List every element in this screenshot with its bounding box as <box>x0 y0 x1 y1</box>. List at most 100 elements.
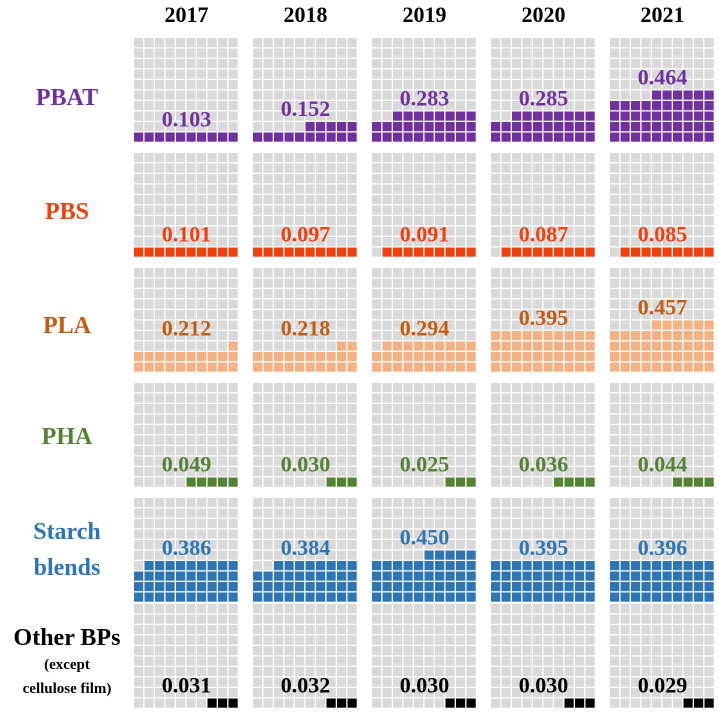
waffle-cell-empty <box>445 184 455 194</box>
waffle-cell-empty <box>466 625 476 635</box>
waffle-cell-empty <box>393 425 403 435</box>
waffle-cell-empty <box>382 656 392 666</box>
waffle-cell-empty <box>403 310 413 320</box>
waffle-cell-empty <box>554 540 564 550</box>
waffle-cell-empty <box>295 268 305 278</box>
waffle-cell-filled <box>424 247 434 257</box>
waffle-cell-empty <box>393 688 403 698</box>
waffle-cell-empty <box>218 435 228 445</box>
waffle-cell-filled <box>704 122 714 132</box>
waffle-cell-empty <box>610 677 620 687</box>
waffle-cell-empty <box>382 101 392 111</box>
waffle-cell-empty <box>683 216 693 226</box>
waffle-cell-filled <box>522 331 532 341</box>
waffle-cell-empty <box>466 393 476 403</box>
waffle-cell-empty <box>694 174 704 184</box>
waffle-cell-filled <box>662 320 672 330</box>
waffle-cell-empty <box>620 59 630 69</box>
waffle-cell-empty <box>554 393 564 403</box>
waffle-cell-empty <box>652 216 662 226</box>
waffle-cell-filled <box>554 331 564 341</box>
waffle-cell-empty <box>274 320 284 330</box>
waffle-cell-empty <box>564 163 574 173</box>
waffle-cell-empty <box>295 456 305 466</box>
waffle-cell-empty <box>284 614 294 624</box>
waffle-cell-empty <box>533 604 543 614</box>
waffle-cell-filled <box>522 132 532 142</box>
waffle-cell-filled <box>284 571 294 581</box>
waffle-cell-empty <box>165 174 175 184</box>
waffle-cell-empty <box>197 59 207 69</box>
waffle-cell-empty <box>683 268 693 278</box>
waffle-grid <box>372 498 476 602</box>
waffle-cell-empty <box>533 226 543 236</box>
waffle-cell-filled <box>456 582 466 592</box>
waffle-cell-empty <box>337 540 347 550</box>
waffle-cell-empty <box>393 69 403 79</box>
waffle-cell-empty <box>631 48 641 58</box>
waffle-cell-empty <box>575 163 585 173</box>
waffle-cell-filled <box>382 122 392 132</box>
waffle-cell-empty <box>694 383 704 393</box>
waffle-cell-filled <box>694 352 704 362</box>
waffle-cell-empty <box>522 435 532 445</box>
waffle-cell-empty <box>295 80 305 90</box>
waffle-cell-empty <box>704 184 714 194</box>
waffle-cell-filled <box>673 561 683 571</box>
waffle-cell-filled <box>326 122 336 132</box>
waffle-cell-empty <box>543 456 553 466</box>
waffle-cell-empty <box>176 226 186 236</box>
waffle-cell-filled <box>284 352 294 362</box>
waffle-cell-empty <box>305 467 315 477</box>
waffle-cell-empty <box>316 625 326 635</box>
waffle-cell-empty <box>424 331 434 341</box>
waffle-cell-filled <box>337 247 347 257</box>
waffle-cell-empty <box>456 456 466 466</box>
waffle-cell-empty <box>337 101 347 111</box>
waffle-cell-empty <box>673 163 683 173</box>
waffle-grid <box>372 268 476 372</box>
waffle-cell-empty <box>207 216 217 226</box>
waffle-cell-empty <box>393 383 403 393</box>
waffle-cell-empty <box>176 331 186 341</box>
waffle-cell-empty <box>466 90 476 100</box>
waffle-cell-filled <box>337 592 347 602</box>
waffle-cell-filled <box>155 132 165 142</box>
waffle-cell-empty <box>610 540 620 550</box>
waffle-cell-empty <box>165 80 175 90</box>
waffle-cell-empty <box>207 184 217 194</box>
waffle-cell-empty <box>337 667 347 677</box>
waffle-cell-empty <box>337 414 347 424</box>
waffle-grid <box>134 498 238 602</box>
waffle-cell-empty <box>414 604 424 614</box>
waffle-cell-empty <box>512 195 522 205</box>
waffle-cell-empty <box>284 331 294 341</box>
waffle-cell-empty <box>543 59 553 69</box>
waffle-cell-empty <box>347 677 357 687</box>
waffle-cell-empty <box>274 184 284 194</box>
waffle-cell-filled <box>652 101 662 111</box>
waffle-cell-empty <box>403 477 413 487</box>
waffle-cell-filled <box>347 132 357 142</box>
waffle-cell-empty <box>631 677 641 687</box>
waffle-cell-empty <box>337 456 347 466</box>
waffle-cell-empty <box>662 38 672 48</box>
waffle-cell-empty <box>393 310 403 320</box>
waffle-cell-empty <box>305 393 315 403</box>
waffle-cell-empty <box>512 635 522 645</box>
waffle-cell-empty <box>512 456 522 466</box>
value-label: 0.031 <box>162 673 212 698</box>
waffle-cell-empty <box>564 550 574 560</box>
waffle-cell-empty <box>673 414 683 424</box>
waffle-cell-filled <box>673 362 683 372</box>
waffle-cell-empty <box>347 163 357 173</box>
waffle-cell-empty <box>372 247 382 257</box>
waffle-cell-empty <box>522 677 532 687</box>
waffle-cell-empty <box>652 667 662 677</box>
waffle-cell-empty <box>186 393 196 403</box>
waffle-cell-empty <box>543 404 553 414</box>
waffle-cell-filled <box>662 571 672 581</box>
waffle-cell-empty <box>253 237 263 247</box>
waffle-cell-empty <box>176 174 186 184</box>
waffle-cell-empty <box>641 540 651 550</box>
